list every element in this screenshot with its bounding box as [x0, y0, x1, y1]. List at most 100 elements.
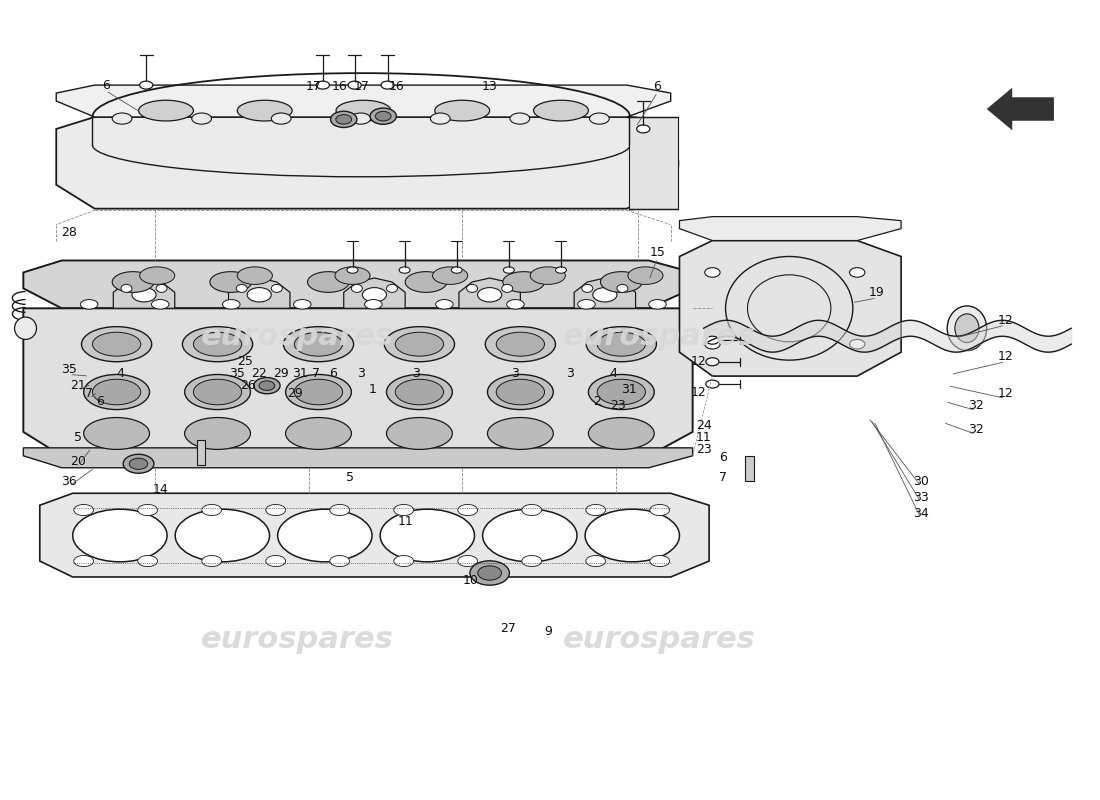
Ellipse shape: [593, 287, 617, 302]
Text: eurospares: eurospares: [201, 322, 394, 350]
Ellipse shape: [277, 510, 372, 562]
Ellipse shape: [458, 505, 477, 515]
Polygon shape: [343, 278, 405, 308]
Ellipse shape: [238, 100, 293, 121]
Ellipse shape: [586, 505, 606, 515]
Text: 6: 6: [719, 451, 727, 464]
Ellipse shape: [399, 267, 410, 274]
Ellipse shape: [84, 374, 150, 410]
Ellipse shape: [201, 555, 221, 566]
Ellipse shape: [586, 555, 606, 566]
Ellipse shape: [272, 285, 283, 292]
Text: 7: 7: [312, 367, 320, 380]
Ellipse shape: [346, 267, 358, 274]
Ellipse shape: [236, 285, 248, 292]
Ellipse shape: [331, 111, 356, 127]
Text: 17: 17: [306, 80, 322, 93]
Ellipse shape: [74, 555, 94, 566]
Ellipse shape: [650, 505, 670, 515]
Ellipse shape: [266, 555, 286, 566]
Ellipse shape: [601, 272, 642, 292]
Ellipse shape: [183, 326, 253, 362]
Ellipse shape: [521, 505, 541, 515]
Text: 31: 31: [621, 383, 637, 396]
Text: 9: 9: [543, 625, 552, 638]
Text: 31: 31: [292, 367, 308, 380]
Ellipse shape: [597, 332, 646, 356]
Text: 20: 20: [70, 455, 86, 468]
Bar: [746, 456, 755, 482]
Ellipse shape: [477, 566, 502, 580]
Text: 5: 5: [346, 471, 354, 484]
Polygon shape: [23, 308, 693, 456]
Ellipse shape: [649, 299, 667, 309]
Ellipse shape: [362, 287, 386, 302]
Ellipse shape: [152, 299, 169, 309]
Text: 7: 7: [719, 471, 727, 484]
Polygon shape: [574, 278, 636, 308]
Ellipse shape: [487, 374, 553, 410]
Ellipse shape: [637, 125, 650, 133]
Text: 28: 28: [62, 226, 77, 239]
Ellipse shape: [483, 510, 578, 562]
Text: 27: 27: [500, 622, 516, 635]
Ellipse shape: [436, 299, 453, 309]
Polygon shape: [23, 261, 693, 308]
Text: 12: 12: [691, 355, 706, 368]
Bar: [197, 440, 206, 466]
Ellipse shape: [451, 267, 462, 274]
Ellipse shape: [705, 339, 720, 349]
Ellipse shape: [395, 379, 443, 405]
Text: 3: 3: [412, 367, 420, 380]
Ellipse shape: [582, 285, 593, 292]
Ellipse shape: [194, 379, 242, 405]
Ellipse shape: [284, 326, 353, 362]
Text: eurospares: eurospares: [563, 625, 756, 654]
Text: 4: 4: [116, 367, 124, 380]
Ellipse shape: [222, 299, 240, 309]
Ellipse shape: [248, 287, 272, 302]
Ellipse shape: [194, 332, 242, 356]
Text: 3: 3: [358, 367, 365, 380]
Ellipse shape: [121, 285, 132, 292]
Ellipse shape: [534, 100, 588, 121]
Ellipse shape: [130, 458, 147, 470]
Text: 1: 1: [368, 383, 376, 396]
Ellipse shape: [175, 510, 270, 562]
Text: 21: 21: [70, 379, 86, 392]
Ellipse shape: [138, 505, 157, 515]
Ellipse shape: [81, 326, 152, 362]
Ellipse shape: [706, 358, 719, 366]
Ellipse shape: [466, 285, 477, 292]
Ellipse shape: [330, 555, 350, 566]
Ellipse shape: [507, 299, 525, 309]
Text: 30: 30: [913, 475, 928, 488]
Ellipse shape: [238, 267, 273, 285]
Ellipse shape: [487, 418, 553, 450]
Text: 32: 32: [968, 399, 983, 412]
Ellipse shape: [112, 113, 132, 124]
Text: eurospares: eurospares: [201, 625, 394, 654]
Ellipse shape: [317, 81, 330, 89]
Ellipse shape: [470, 561, 509, 585]
Text: 26: 26: [241, 379, 256, 392]
Polygon shape: [680, 241, 901, 376]
Text: 6: 6: [653, 80, 661, 93]
Ellipse shape: [73, 510, 167, 562]
Ellipse shape: [590, 113, 609, 124]
Ellipse shape: [405, 272, 447, 292]
Text: 12: 12: [998, 387, 1013, 400]
Text: 4: 4: [609, 367, 617, 380]
Ellipse shape: [530, 267, 565, 285]
Ellipse shape: [706, 336, 719, 344]
Text: 3: 3: [512, 367, 519, 380]
Text: 33: 33: [913, 490, 928, 504]
Text: 32: 32: [968, 423, 983, 436]
Ellipse shape: [955, 314, 979, 342]
Text: 6: 6: [96, 395, 104, 408]
Ellipse shape: [578, 299, 595, 309]
Ellipse shape: [597, 379, 646, 405]
Ellipse shape: [430, 113, 450, 124]
Ellipse shape: [364, 299, 382, 309]
Ellipse shape: [286, 418, 351, 450]
